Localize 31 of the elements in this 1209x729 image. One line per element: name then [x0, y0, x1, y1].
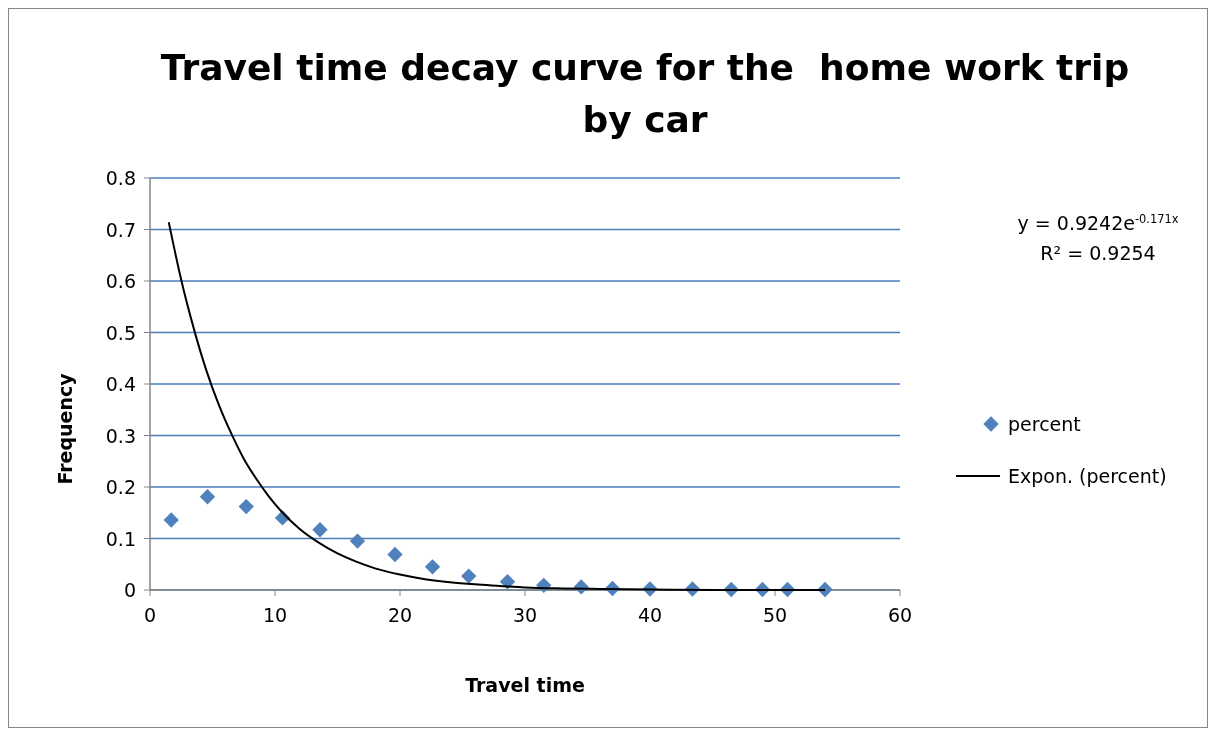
y-tick-label: 0.2: [105, 476, 136, 498]
y-tick-label: 0: [123, 579, 136, 601]
y-tick-label: 0.4: [105, 373, 136, 395]
x-tick-label: 10: [262, 604, 288, 626]
x-tick-label: 40: [637, 604, 663, 626]
point: [312, 522, 328, 538]
point: [199, 489, 216, 505]
point: [163, 512, 179, 528]
text: y = 0.9242e$^{-0.171x}$: [1017, 212, 1179, 234]
x-tick-label: 50: [762, 604, 788, 626]
point: [349, 533, 366, 549]
x-tick-label: 20: [387, 604, 413, 626]
y-tick-label: 0.1: [105, 527, 136, 550]
legend-label: Expon. (percent): [1008, 465, 1167, 487]
y-tick-label: 0.6: [105, 270, 136, 292]
x-tick-label: 30: [512, 604, 538, 626]
y-tick-label: 0.3: [105, 424, 136, 447]
x-tick-label: 60: [887, 604, 913, 626]
y-tick-label: 0.7: [105, 218, 136, 241]
legend-label: percent: [1008, 413, 1081, 435]
x-tick-label: 0: [143, 604, 157, 626]
y-tick-label: 0.8: [105, 167, 136, 189]
point: [387, 546, 403, 563]
point: [461, 568, 477, 584]
chart-title: Travel time decay curve for the home work trip by car: [160, 47, 1130, 140]
y-tick-label: 0.5: [105, 321, 136, 344]
point: [238, 498, 254, 515]
y-axis-title: Frequency: [54, 372, 76, 485]
text: R² = 0.9254: [1040, 242, 1156, 264]
x-axis-title: Travel time: [465, 674, 585, 696]
point: [424, 559, 441, 575]
